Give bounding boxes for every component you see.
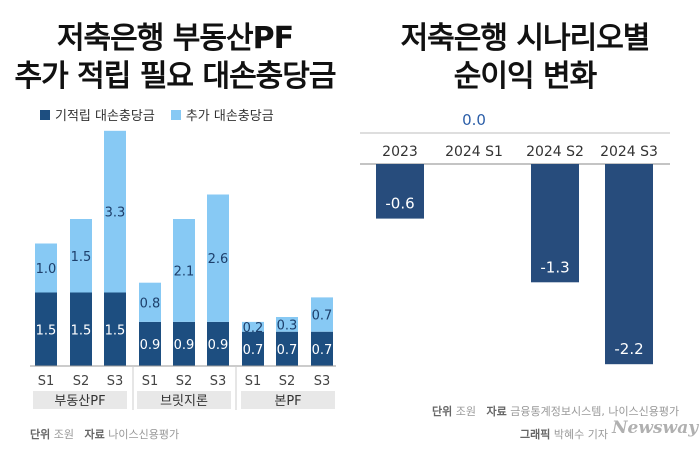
legend-item-existing: 기적립 대손충당금	[40, 105, 155, 124]
bar-3	[605, 164, 653, 365]
label-existing-0: 1.5	[36, 323, 57, 338]
credit-name: 박혜수 기자	[553, 428, 608, 441]
label-existing-2: 1.5	[105, 323, 126, 338]
group-band-2	[241, 391, 335, 409]
label-additional-6: 0.2	[243, 321, 264, 336]
right-unit: 조원	[455, 405, 476, 418]
bar-additional-6	[242, 321, 264, 332]
x-tick-2: 2024 S2	[526, 144, 584, 160]
group-band-1	[137, 391, 231, 409]
bar-2	[531, 164, 579, 283]
right-bar-chart: 2023 -0.6 2024 S1 0.0 2024 S2 -1.3 2024 S3 -2.2	[360, 111, 670, 365]
x-tick-3: 2024 S3	[600, 144, 658, 160]
left-title-line2: 추가 적립 필요 대손충당금	[14, 59, 337, 94]
bar-existing-6	[242, 331, 264, 366]
left-legend: 기적립 대손충당금 추가 대손충당금	[40, 105, 274, 124]
x-tick-8: S3	[314, 374, 331, 389]
x-tick-1: 2024 S1	[445, 144, 503, 160]
label-existing-7: 0.7	[277, 343, 298, 358]
bar-0	[376, 164, 424, 219]
value-label-2: -1.3	[540, 258, 569, 276]
legend-label-existing: 기적립 대손충당금	[55, 109, 155, 124]
group-label-2: 본PF	[274, 394, 301, 409]
group-label-1: 브릿지론	[160, 394, 208, 409]
bar-additional-3	[139, 282, 161, 322]
bar-existing-7	[276, 331, 298, 366]
newsway-logo: Newsway	[612, 418, 699, 438]
bar-existing-5	[207, 321, 229, 366]
x-tick-5: S3	[210, 374, 227, 389]
label-additional-2: 3.3	[105, 206, 126, 221]
left-stacked-bar-chart: 1.5 1.0 S1 1.5 1.5 S2 1.5 3.3 S3 0.9 0.8 S1 0.9 2.1 S2…	[30, 130, 336, 410]
right-chart-title: 저축은행 시나리오별 순이익 변화	[360, 20, 690, 96]
bar-existing-8	[311, 331, 333, 366]
value-label-3: -2.2	[614, 340, 643, 358]
label-existing-1: 1.5	[71, 323, 92, 338]
left-source: 나이스신용평가	[108, 428, 180, 441]
x-tick-0: S1	[38, 374, 55, 389]
label-existing-3: 0.9	[140, 338, 161, 353]
right-title-line2: 순이익 변화	[453, 59, 597, 94]
legend-swatch-existing	[40, 109, 50, 120]
right-source: 금융통계정보시스템, 나이스신용평가	[510, 405, 680, 418]
label-additional-7: 0.3	[277, 318, 298, 333]
left-unit: 조원	[53, 428, 74, 441]
label-additional-1: 1.5	[71, 250, 92, 265]
legend-swatch-additional	[170, 109, 181, 120]
label-additional-0: 1.0	[36, 262, 57, 277]
right-source-label: 자료	[486, 405, 507, 418]
legend-item-additional: 추가 대손충당금	[170, 105, 274, 124]
value-label-1: 0.0	[462, 111, 486, 129]
x-tick-7: S2	[279, 374, 296, 389]
x-tick-4: S2	[176, 374, 193, 389]
graphic-credit: 그래픽 박혜수 기자	[520, 426, 608, 442]
left-unit-label: 단위	[30, 428, 51, 441]
group-band-0	[33, 391, 127, 409]
bar-additional-2	[104, 130, 126, 293]
bar-existing-0	[35, 292, 57, 366]
left-title-line1: 저축은행 부동산PF	[56, 21, 294, 56]
value-label-0: -0.6	[385, 195, 414, 213]
left-chart-title: 저축은행 부동산PF 추가 적립 필요 대손충당금	[10, 20, 340, 96]
label-additional-8: 0.7	[312, 309, 333, 324]
legend-label-additional: 추가 대손충당금	[185, 109, 274, 124]
bar-additional-0	[35, 243, 57, 293]
bar-existing-2	[104, 292, 126, 366]
x-tick-2: S3	[107, 374, 124, 389]
bar-existing-1	[70, 292, 92, 366]
bar-additional-5	[207, 194, 229, 322]
label-existing-8: 0.7	[312, 343, 333, 358]
bar-additional-4	[173, 219, 195, 322]
label-additional-3: 0.8	[140, 296, 161, 311]
bar-additional-7	[276, 317, 298, 332]
left-footer: 단위 조원 자료 나이스신용평가	[30, 426, 179, 442]
label-existing-4: 0.9	[174, 338, 195, 353]
x-tick-1: S2	[73, 374, 90, 389]
label-existing-6: 0.7	[243, 343, 264, 358]
bar-additional-1	[70, 219, 92, 293]
left-source-label: 자료	[84, 428, 105, 441]
x-tick-6: S1	[245, 374, 262, 389]
x-tick-0: 2023	[382, 144, 418, 160]
credit-label: 그래픽	[520, 428, 551, 441]
label-additional-4: 2.1	[174, 264, 195, 279]
label-existing-5: 0.9	[208, 338, 229, 353]
right-unit-label: 단위	[432, 405, 453, 418]
bar-additional-8	[311, 297, 333, 332]
right-footer: 단위 조원 자료 금융통계정보시스템, 나이스신용평가	[432, 403, 679, 419]
right-title-line1: 저축은행 시나리오별	[400, 21, 651, 56]
bar-existing-3	[139, 321, 161, 366]
label-additional-5: 2.6	[208, 252, 229, 267]
group-label-0: 부동산PF	[54, 394, 105, 409]
x-tick-3: S1	[142, 374, 159, 389]
bar-existing-4	[173, 321, 195, 366]
